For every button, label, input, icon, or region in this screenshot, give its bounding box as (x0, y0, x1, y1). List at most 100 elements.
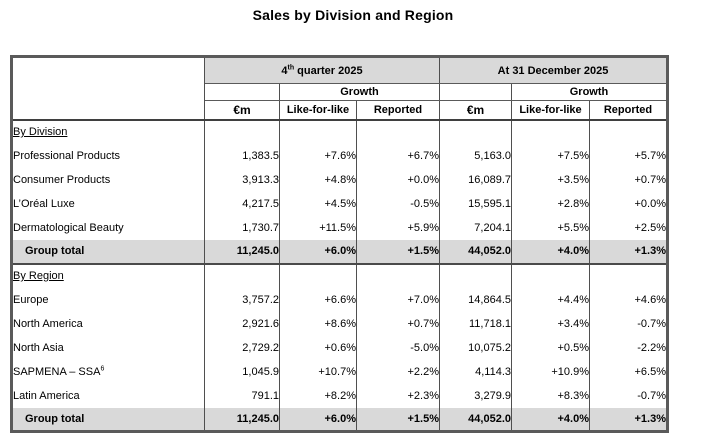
empty-cell (356, 119, 440, 144)
cell-q4-lfl: +10.7% (279, 359, 357, 384)
cell-q4-reported: +2.2% (356, 359, 440, 384)
header-growth-fy: Growth (511, 83, 668, 101)
cell-fy-reported: +1.3% (589, 407, 668, 432)
q4-rest: quarter 2025 (294, 64, 363, 77)
row-label: Europe (11, 287, 205, 312)
cell-q4-eur: 2,921.6 (204, 311, 280, 336)
header-at-31-december-2025: At 31 December 2025 (439, 56, 668, 84)
empty-cell (204, 119, 280, 144)
footnote-sup: 6 (100, 364, 105, 372)
cell-q4-lfl: +0.6% (279, 335, 357, 360)
cell-fy-lfl: +8.3% (511, 383, 590, 408)
table-row-loreal-luxe: L’Oréal Luxe 4,217.5 +4.5% -0.5% 15,595.… (11, 191, 668, 216)
cell-fy-eur: 16,089.7 (439, 167, 512, 192)
header-corner-cell (11, 56, 205, 121)
cell-fy-eur: 15,595.1 (439, 191, 512, 216)
header-row-columns: €m Like-for-like Reported €m Like-for-li… (12, 100, 668, 121)
empty-cell (589, 119, 668, 144)
total-row-by-region: Group total 11,245.0 +6.0% +1.5% 44,052.… (11, 407, 668, 432)
col-header-like-for-like-q4: Like-for-like (279, 100, 357, 121)
cell-q4-lfl: +4.8% (279, 167, 357, 192)
cell-fy-lfl: +3.4% (511, 311, 590, 336)
table-row-north-asia: North Asia 2,729.2 +0.6% -5.0% 10,075.2 … (11, 335, 668, 360)
header-row-growth: Growth Growth (12, 83, 668, 101)
cell-q4-lfl: +8.2% (279, 383, 357, 408)
total-row-by-division: Group total 11,245.0 +6.0% +1.5% 44,052.… (11, 239, 668, 265)
row-label: Latin America (11, 383, 205, 408)
cell-fy-reported: +6.5% (589, 359, 668, 384)
row-label-text: SAPMENA – SSA (13, 365, 101, 378)
cell-q4-eur: 791.1 (204, 383, 280, 408)
cell-q4-reported: +1.5% (356, 239, 440, 265)
cell-fy-reported: +4.6% (589, 287, 668, 312)
section-heading-row-by-division: By Division (11, 119, 668, 144)
q4-ordinal-sup: th (287, 63, 295, 71)
section-heading-label: By Division (13, 126, 68, 138)
cell-fy-reported: -2.2% (589, 335, 668, 360)
empty-cell (511, 119, 590, 144)
table-row-latin-america: Latin America 791.1 +8.2% +2.3% 3,279.9 … (11, 383, 668, 408)
row-label: Dermatological Beauty (11, 215, 205, 240)
page-title: Sales by Division and Region (252, 7, 454, 23)
col-header-reported-fy: Reported (589, 100, 668, 121)
cell-fy-lfl: +5.5% (511, 215, 590, 240)
cell-q4-reported: +1.5% (356, 407, 440, 432)
table-row-professional-products: Professional Products 1,383.5 +7.6% +6.7… (11, 143, 668, 168)
empty-cell (279, 119, 357, 144)
cell-q4-lfl: +6.6% (279, 287, 357, 312)
cell-fy-reported: +0.0% (589, 191, 668, 216)
cell-q4-reported: +0.0% (356, 167, 440, 192)
empty-cell (356, 263, 440, 288)
table-row-sapmena-ssa: SAPMENA – SSA6 1,045.9 +10.7% +2.2% 4,11… (11, 359, 668, 384)
cell-fy-lfl: +3.5% (511, 167, 590, 192)
cell-fy-eur: 14,864.5 (439, 287, 512, 312)
cell-q4-eur: 3,913.3 (204, 167, 280, 192)
cell-fy-eur: 5,163.0 (439, 143, 512, 168)
row-label: North Asia (11, 335, 205, 360)
table-row-north-america: North America 2,921.6 +8.6% +0.7% 11,718… (11, 311, 668, 336)
cell-q4-eur: 11,245.0 (204, 239, 280, 265)
cell-q4-lfl: +7.6% (279, 143, 357, 168)
header-empty-q4-eur (204, 83, 280, 101)
cell-fy-eur: 44,052.0 (439, 239, 512, 265)
row-label: Professional Products (11, 143, 205, 168)
table-row-europe: Europe 3,757.2 +6.6% +7.0% 14,864.5 +4.4… (11, 287, 668, 312)
cell-fy-reported: +1.3% (589, 239, 668, 265)
cell-fy-lfl: +4.0% (511, 407, 590, 432)
cell-q4-lfl: +4.5% (279, 191, 357, 216)
cell-q4-eur: 4,217.5 (204, 191, 280, 216)
cell-q4-lfl: +6.0% (279, 239, 357, 265)
cell-q4-eur: 2,729.2 (204, 335, 280, 360)
row-label: SAPMENA – SSA6 (11, 359, 205, 384)
cell-q4-reported: +5.9% (356, 215, 440, 240)
empty-cell (511, 263, 590, 288)
cell-fy-eur: 10,075.2 (439, 335, 512, 360)
cell-q4-lfl: +8.6% (279, 311, 357, 336)
header-row-periods: 4th quarter 2025 At 31 December 2025 (11, 56, 668, 121)
sales-by-division-region-table: 4th quarter 2025 At 31 December 2025 Gro… (10, 55, 669, 433)
cell-fy-reported: +2.5% (589, 215, 668, 240)
section-heading-label: By Region (13, 270, 64, 282)
cell-fy-lfl: +7.5% (511, 143, 590, 168)
header-growth-q4: Growth (279, 83, 440, 101)
empty-cell (439, 263, 512, 288)
total-label: Group total (11, 239, 205, 265)
row-label: L’Oréal Luxe (11, 191, 205, 216)
col-header-like-for-like-fy: Like-for-like (511, 100, 590, 121)
cell-q4-eur: 1,383.5 (204, 143, 280, 168)
cell-fy-eur: 3,279.9 (439, 383, 512, 408)
cell-fy-eur: 11,718.1 (439, 311, 512, 336)
empty-cell (204, 263, 280, 288)
header-q4-2025: 4th quarter 2025 (204, 56, 440, 84)
cell-fy-reported: -0.7% (589, 383, 668, 408)
row-label: North America (11, 311, 205, 336)
section-heading-by-division: By Division (11, 119, 205, 144)
cell-q4-eur: 11,245.0 (204, 407, 280, 432)
cell-q4-reported: -0.5% (356, 191, 440, 216)
cell-q4-eur: 3,757.2 (204, 287, 280, 312)
cell-fy-lfl: +2.8% (511, 191, 590, 216)
cell-q4-reported: +6.7% (356, 143, 440, 168)
cell-fy-eur: 7,204.1 (439, 215, 512, 240)
col-header-reported-q4: Reported (356, 100, 440, 121)
cell-q4-eur: 1,730.7 (204, 215, 280, 240)
